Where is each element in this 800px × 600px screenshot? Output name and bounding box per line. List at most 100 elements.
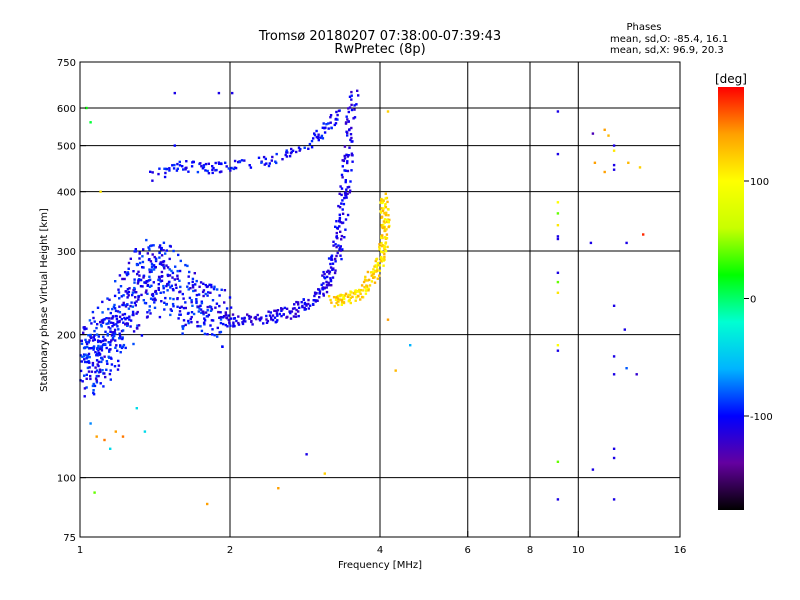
x-mode-point bbox=[384, 229, 387, 232]
o-mode-point bbox=[95, 374, 98, 378]
o-mode-point bbox=[136, 282, 140, 285]
scattered-point bbox=[625, 241, 628, 245]
upper-echo-point bbox=[323, 131, 327, 134]
o-mode-point bbox=[296, 301, 300, 304]
o-mode-point bbox=[216, 288, 219, 291]
o-mode-point bbox=[157, 286, 160, 290]
o-mode-point bbox=[132, 330, 136, 333]
x-mode-point bbox=[355, 296, 358, 299]
o-mode-point bbox=[116, 368, 120, 371]
o-mode-point bbox=[132, 313, 135, 317]
upper-echo-point bbox=[267, 164, 271, 168]
o-mode-point bbox=[216, 326, 219, 330]
o-mode-point bbox=[323, 286, 326, 289]
x-mode-point bbox=[349, 296, 352, 299]
o-mode-point bbox=[94, 377, 98, 380]
o-mode-point bbox=[226, 325, 229, 328]
o-mode-point bbox=[121, 313, 124, 316]
x-mode-point bbox=[382, 220, 386, 223]
x-mode-point bbox=[385, 218, 389, 222]
o-mode-point bbox=[95, 369, 99, 372]
o-mode-point bbox=[146, 292, 149, 295]
o-mode-point bbox=[146, 284, 149, 287]
o-mode-point bbox=[94, 370, 97, 374]
o-mode-point bbox=[154, 266, 157, 269]
o-mode-point bbox=[116, 320, 120, 324]
x-mode-point bbox=[383, 252, 386, 256]
o-mode-point bbox=[138, 274, 141, 277]
o-mode-point bbox=[88, 347, 91, 350]
x-mode-point bbox=[380, 255, 383, 259]
o-mode-point bbox=[98, 352, 101, 355]
o-mode-point bbox=[346, 134, 349, 137]
x-mode-point bbox=[335, 301, 338, 305]
o-mode-point bbox=[237, 321, 240, 325]
x-mode-point bbox=[381, 257, 384, 261]
upper-echo-point bbox=[238, 160, 242, 164]
o-mode-point bbox=[223, 315, 226, 318]
o-mode-point bbox=[143, 301, 147, 305]
o-mode-point bbox=[349, 138, 352, 142]
upper-echo-point bbox=[317, 135, 320, 139]
o-mode-point bbox=[153, 301, 156, 304]
o-mode-point bbox=[129, 304, 132, 308]
x-tick-label: 1 bbox=[77, 545, 83, 556]
o-mode-point bbox=[99, 345, 103, 349]
upper-echo-point bbox=[289, 152, 293, 155]
upper-echo-point bbox=[163, 175, 167, 179]
upper-echo-point bbox=[288, 155, 292, 158]
o-mode-point bbox=[348, 95, 352, 98]
o-mode-point bbox=[273, 316, 277, 319]
o-mode-point bbox=[170, 269, 173, 273]
o-mode-point bbox=[81, 355, 84, 358]
o-mode-point bbox=[345, 115, 348, 118]
o-mode-point bbox=[233, 324, 236, 328]
upper-echo-point bbox=[171, 164, 174, 167]
colorbar-tick-label: 100 bbox=[750, 177, 769, 188]
o-mode-point bbox=[199, 304, 202, 307]
x-mode-point bbox=[330, 301, 333, 304]
upper-echo-point bbox=[207, 172, 211, 175]
grid-layer bbox=[80, 62, 680, 537]
o-mode-point bbox=[346, 186, 349, 189]
x-mode-point bbox=[348, 299, 351, 302]
x-mode-point bbox=[343, 297, 346, 301]
upper-echo-point bbox=[290, 147, 293, 151]
o-mode-point bbox=[232, 321, 235, 324]
x-mode-point bbox=[357, 288, 361, 292]
o-mode-point bbox=[195, 293, 199, 297]
o-mode-point bbox=[159, 261, 162, 264]
upper-echo-point bbox=[320, 134, 324, 138]
x-mode-point bbox=[385, 211, 388, 214]
upper-echo-point bbox=[224, 161, 227, 164]
o-mode-point bbox=[85, 342, 89, 346]
o-mode-point bbox=[97, 349, 100, 352]
x-mode-point bbox=[384, 202, 387, 206]
o-mode-point bbox=[81, 380, 84, 383]
o-mode-point bbox=[101, 343, 105, 347]
upper-echo-point bbox=[215, 168, 218, 172]
o-mode-point bbox=[251, 323, 254, 326]
o-mode-point bbox=[225, 307, 229, 310]
o-mode-point bbox=[341, 176, 344, 179]
o-mode-point bbox=[217, 310, 220, 314]
o-mode-point bbox=[122, 294, 125, 297]
o-mode-point bbox=[86, 366, 90, 370]
upper-echo-point bbox=[211, 171, 214, 175]
o-mode-point bbox=[134, 304, 137, 307]
upper-echo-point bbox=[163, 167, 166, 170]
x-mode-point bbox=[380, 241, 383, 245]
o-mode-point bbox=[230, 317, 233, 320]
o-mode-point bbox=[195, 300, 198, 303]
o-mode-point bbox=[91, 364, 95, 367]
o-mode-point bbox=[347, 120, 350, 123]
o-mode-point bbox=[351, 140, 354, 143]
scattered-point bbox=[93, 491, 96, 494]
o-mode-point bbox=[100, 319, 104, 322]
o-mode-point bbox=[332, 267, 335, 270]
o-mode-point bbox=[150, 266, 154, 269]
o-mode-point bbox=[184, 323, 187, 327]
scattered-point bbox=[135, 407, 138, 410]
o-mode-point bbox=[321, 288, 324, 291]
upper-echo-point bbox=[312, 137, 315, 140]
